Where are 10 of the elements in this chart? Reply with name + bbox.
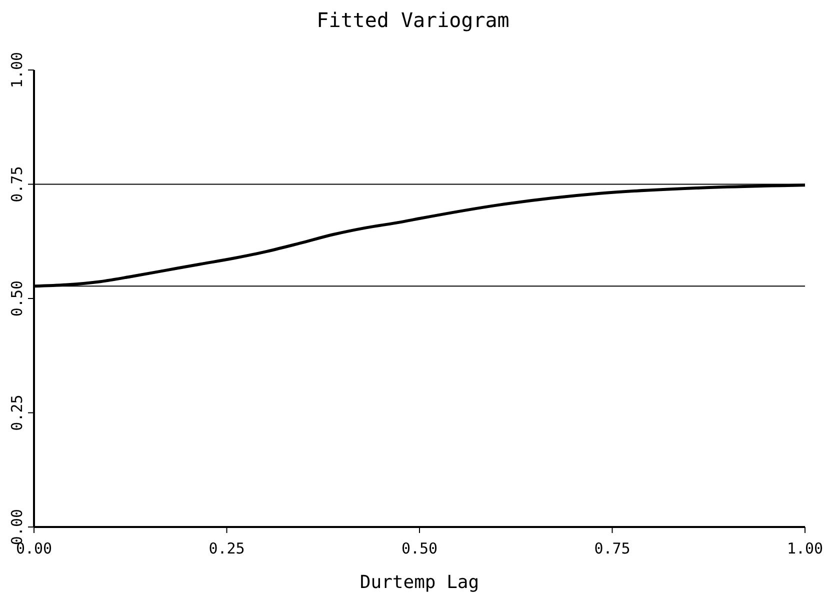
x-axis-title: Durtemp Lag: [360, 572, 480, 593]
y-tick-label: 1.00: [8, 52, 26, 88]
x-tick-label: 1.00: [786, 540, 824, 558]
chart-title: Fitted Variogram: [316, 8, 510, 32]
x-tick-label: 0.50: [401, 540, 438, 558]
y-tick-label: 0.75: [8, 166, 26, 202]
y-tick-label: 0.50: [8, 280, 26, 317]
y-tick-label: 0.25: [8, 394, 26, 431]
x-tick-label: 0.25: [208, 540, 245, 558]
x-tick-label: 0.75: [594, 540, 630, 558]
